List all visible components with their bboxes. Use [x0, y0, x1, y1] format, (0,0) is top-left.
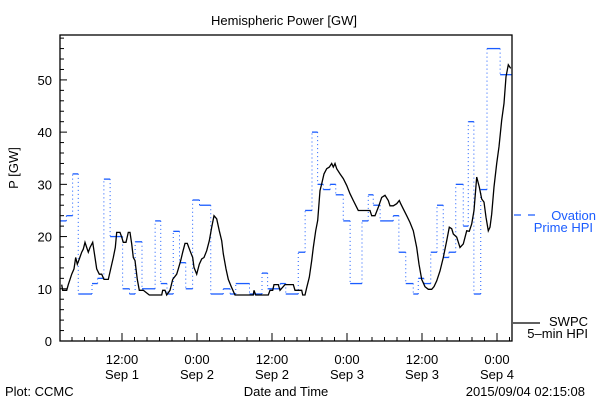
y-tick-label: 10 [38, 282, 52, 297]
x-tick-date-label: Sep 3 [330, 367, 364, 382]
x-tick-time-label: 0:00 [484, 352, 509, 367]
legend-swpc: SWPC 5–min HPI [513, 314, 588, 341]
chart-title: Hemispheric Power [GW] [211, 13, 357, 28]
legend-ovation: Ovation Prime HPI [514, 208, 596, 235]
y-tick-label: 20 [38, 230, 52, 245]
y-tick-label: 0 [45, 334, 52, 349]
x-tick-date-label: Sep 1 [105, 367, 139, 382]
y-tick-label: 30 [38, 177, 52, 192]
x-tick-time-label: 12:00 [106, 352, 139, 367]
legend-ovation-line2: Prime HPI [534, 220, 593, 235]
x-tick-time-label: 0:00 [184, 352, 209, 367]
plot-frame [59, 34, 513, 342]
y-axis-label: P [GW] [6, 147, 21, 189]
y-tick-label: 40 [38, 125, 52, 140]
x-tick-time-label: 12:00 [406, 352, 439, 367]
x-tick-time-label: 0:00 [334, 352, 359, 367]
legend-swpc-line1: SWPC [549, 314, 588, 329]
x-tick-date-label: Sep 2 [180, 367, 214, 382]
swpc-line [61, 63, 512, 297]
x-tick-date-label: Sep 3 [405, 367, 439, 382]
legend-ovation-line1: Ovation [551, 208, 596, 223]
plot-credit: Plot: CCMC [5, 384, 74, 399]
x-tick-date-label: Sep 2 [255, 367, 289, 382]
x-axis-label: Date and Time [244, 384, 329, 399]
legend-swpc-line2: 5–min HPI [527, 326, 588, 341]
plot-timestamp: 2015/09/04 02:15:08 [466, 384, 585, 399]
x-tick-date-label: Sep 4 [480, 367, 514, 382]
x-tick-time-label: 12:00 [256, 352, 289, 367]
ovation-series [60, 47, 512, 295]
y-tick-label: 50 [38, 73, 52, 88]
